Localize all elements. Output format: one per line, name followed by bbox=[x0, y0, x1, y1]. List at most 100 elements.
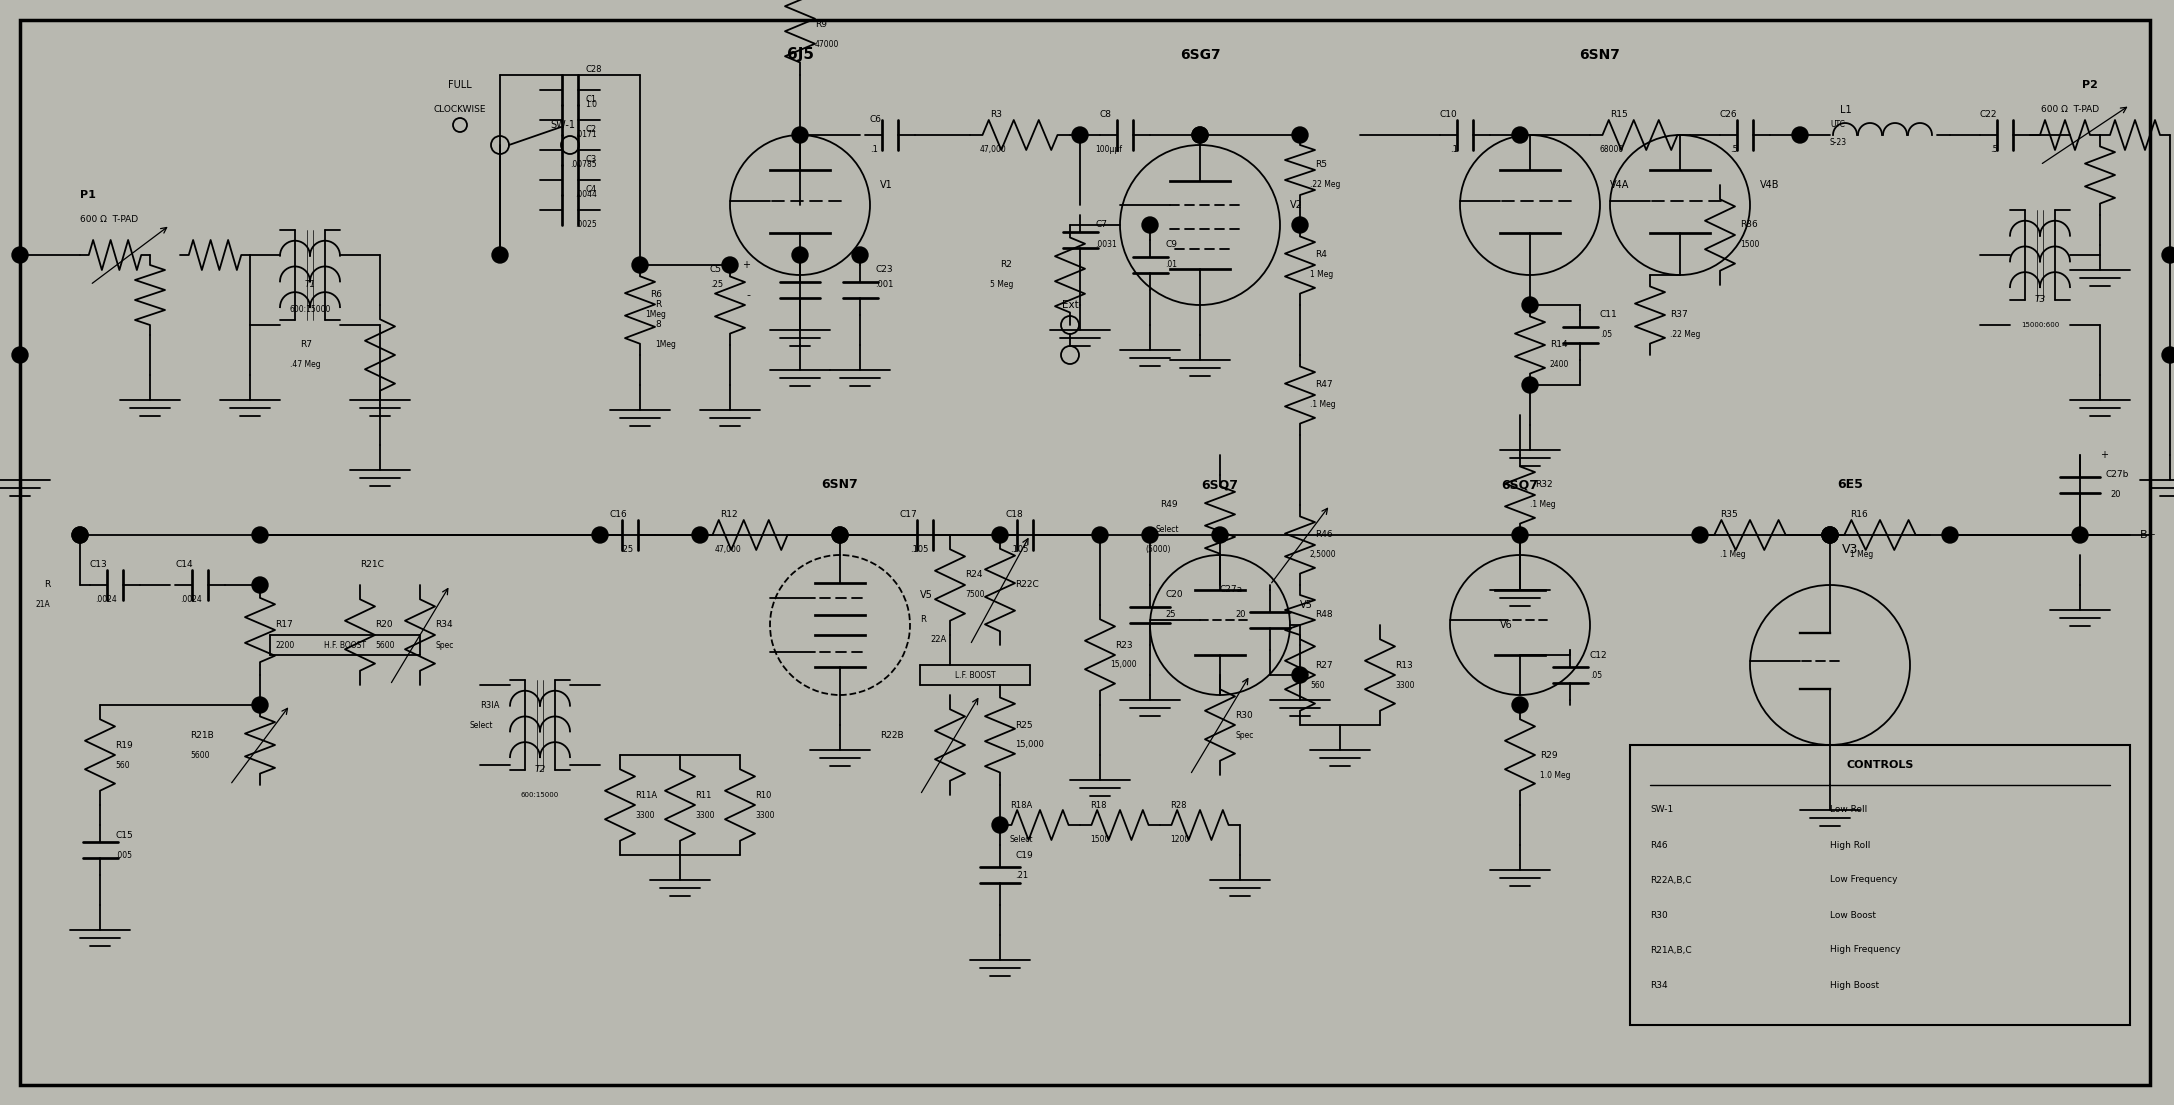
Text: 1200: 1200 bbox=[1170, 835, 1189, 844]
Text: R23: R23 bbox=[1115, 641, 1133, 650]
Circle shape bbox=[591, 527, 609, 543]
Text: 3300: 3300 bbox=[754, 810, 774, 820]
Text: V4B: V4B bbox=[1761, 180, 1781, 190]
Circle shape bbox=[991, 817, 1009, 833]
Text: T2: T2 bbox=[535, 766, 546, 775]
Text: R35: R35 bbox=[1720, 511, 1737, 519]
Text: CLOCKWISE: CLOCKWISE bbox=[435, 105, 487, 115]
Circle shape bbox=[1291, 667, 1309, 683]
Text: .25: .25 bbox=[620, 546, 633, 555]
Text: C17: C17 bbox=[900, 511, 917, 519]
Text: R: R bbox=[654, 301, 661, 309]
Text: R28: R28 bbox=[1170, 800, 1187, 810]
Text: CONTROLS: CONTROLS bbox=[1846, 760, 1913, 770]
Circle shape bbox=[1511, 127, 1528, 143]
Text: R18: R18 bbox=[1089, 800, 1107, 810]
Text: R11: R11 bbox=[696, 790, 711, 800]
Text: C6: C6 bbox=[870, 116, 883, 125]
Text: 6SG7: 6SG7 bbox=[1180, 48, 1220, 62]
Text: C27b: C27b bbox=[2104, 471, 2128, 480]
Text: C18: C18 bbox=[1004, 511, 1022, 519]
Circle shape bbox=[991, 527, 1009, 543]
Text: R47: R47 bbox=[1315, 380, 1333, 389]
Circle shape bbox=[252, 577, 267, 593]
Text: 15,000: 15,000 bbox=[1111, 661, 1137, 670]
Circle shape bbox=[2161, 347, 2174, 364]
Circle shape bbox=[791, 127, 809, 143]
Text: 25: 25 bbox=[1165, 610, 1176, 620]
Text: R15: R15 bbox=[1611, 110, 1628, 119]
Text: C8: C8 bbox=[1100, 110, 1111, 119]
Text: C16: C16 bbox=[611, 511, 628, 519]
Circle shape bbox=[1291, 217, 1309, 233]
Text: C2: C2 bbox=[585, 126, 596, 135]
Text: R16: R16 bbox=[1850, 511, 1867, 519]
Text: C27a: C27a bbox=[1220, 586, 1244, 594]
Text: V5: V5 bbox=[920, 590, 933, 600]
Text: 2,5000: 2,5000 bbox=[1311, 550, 1337, 559]
Text: C19: C19 bbox=[1015, 851, 1033, 860]
Text: .1 Meg: .1 Meg bbox=[1311, 400, 1335, 410]
Text: C7: C7 bbox=[1096, 221, 1107, 230]
Text: C9: C9 bbox=[1165, 241, 1176, 250]
Text: R18A: R18A bbox=[1011, 800, 1033, 810]
Text: V1: V1 bbox=[880, 180, 894, 190]
Text: Select: Select bbox=[1011, 835, 1033, 844]
Text: 47000: 47000 bbox=[815, 41, 839, 50]
Circle shape bbox=[491, 248, 509, 263]
Circle shape bbox=[1211, 527, 1228, 543]
Text: 15000:600: 15000:600 bbox=[2022, 322, 2059, 328]
Text: 21A: 21A bbox=[35, 600, 50, 610]
Text: .22 Meg: .22 Meg bbox=[1311, 180, 1341, 189]
Text: SW-1: SW-1 bbox=[550, 120, 574, 130]
Circle shape bbox=[1072, 127, 1087, 143]
Text: R46: R46 bbox=[1650, 841, 1667, 850]
Text: FULL: FULL bbox=[448, 80, 472, 90]
Text: 22A: 22A bbox=[930, 635, 946, 644]
Text: .105: .105 bbox=[911, 546, 928, 555]
Circle shape bbox=[791, 248, 809, 263]
Circle shape bbox=[1522, 297, 1537, 313]
Text: R5: R5 bbox=[1315, 160, 1326, 169]
Text: B+: B+ bbox=[2139, 530, 2157, 540]
Text: .05: .05 bbox=[1589, 671, 1602, 680]
Text: R29: R29 bbox=[1539, 750, 1557, 759]
Text: .05: .05 bbox=[1600, 330, 1613, 339]
Text: .25: .25 bbox=[711, 281, 724, 290]
Circle shape bbox=[1091, 527, 1109, 543]
Text: .0044: .0044 bbox=[574, 190, 598, 200]
Text: 1500: 1500 bbox=[1089, 835, 1109, 844]
Text: .105: .105 bbox=[1011, 546, 1028, 555]
Circle shape bbox=[1191, 127, 1209, 143]
Text: R49: R49 bbox=[1161, 501, 1178, 509]
Text: 560: 560 bbox=[115, 760, 130, 769]
Circle shape bbox=[13, 248, 28, 263]
Circle shape bbox=[1822, 527, 1837, 543]
Text: 68000: 68000 bbox=[1600, 146, 1624, 155]
Circle shape bbox=[1141, 217, 1159, 233]
Text: .5: .5 bbox=[1989, 146, 1998, 155]
Circle shape bbox=[1822, 527, 1837, 543]
Text: T3: T3 bbox=[2035, 295, 2046, 305]
Circle shape bbox=[1141, 527, 1159, 543]
Text: 560: 560 bbox=[1311, 681, 1324, 690]
Text: R21A,B,C: R21A,B,C bbox=[1650, 946, 1691, 955]
Text: R12: R12 bbox=[720, 511, 737, 519]
Text: R30: R30 bbox=[1650, 911, 1667, 919]
Text: UTC: UTC bbox=[1831, 120, 1846, 129]
Text: .01: .01 bbox=[1165, 261, 1176, 270]
Text: R14: R14 bbox=[1550, 340, 1567, 349]
Text: R13: R13 bbox=[1396, 661, 1413, 670]
Text: R37: R37 bbox=[1670, 311, 1687, 319]
Text: 5 Meg: 5 Meg bbox=[989, 281, 1013, 290]
Circle shape bbox=[72, 527, 87, 543]
Text: R2: R2 bbox=[1000, 261, 1011, 270]
Text: R: R bbox=[920, 615, 926, 624]
Text: Spec: Spec bbox=[1235, 730, 1254, 739]
Circle shape bbox=[252, 527, 267, 543]
Circle shape bbox=[1511, 697, 1528, 713]
Text: R22C: R22C bbox=[1015, 580, 1039, 589]
Circle shape bbox=[1941, 527, 1959, 543]
Text: 1 Meg: 1 Meg bbox=[1850, 550, 1874, 559]
Text: Ext: Ext bbox=[1061, 299, 1078, 311]
